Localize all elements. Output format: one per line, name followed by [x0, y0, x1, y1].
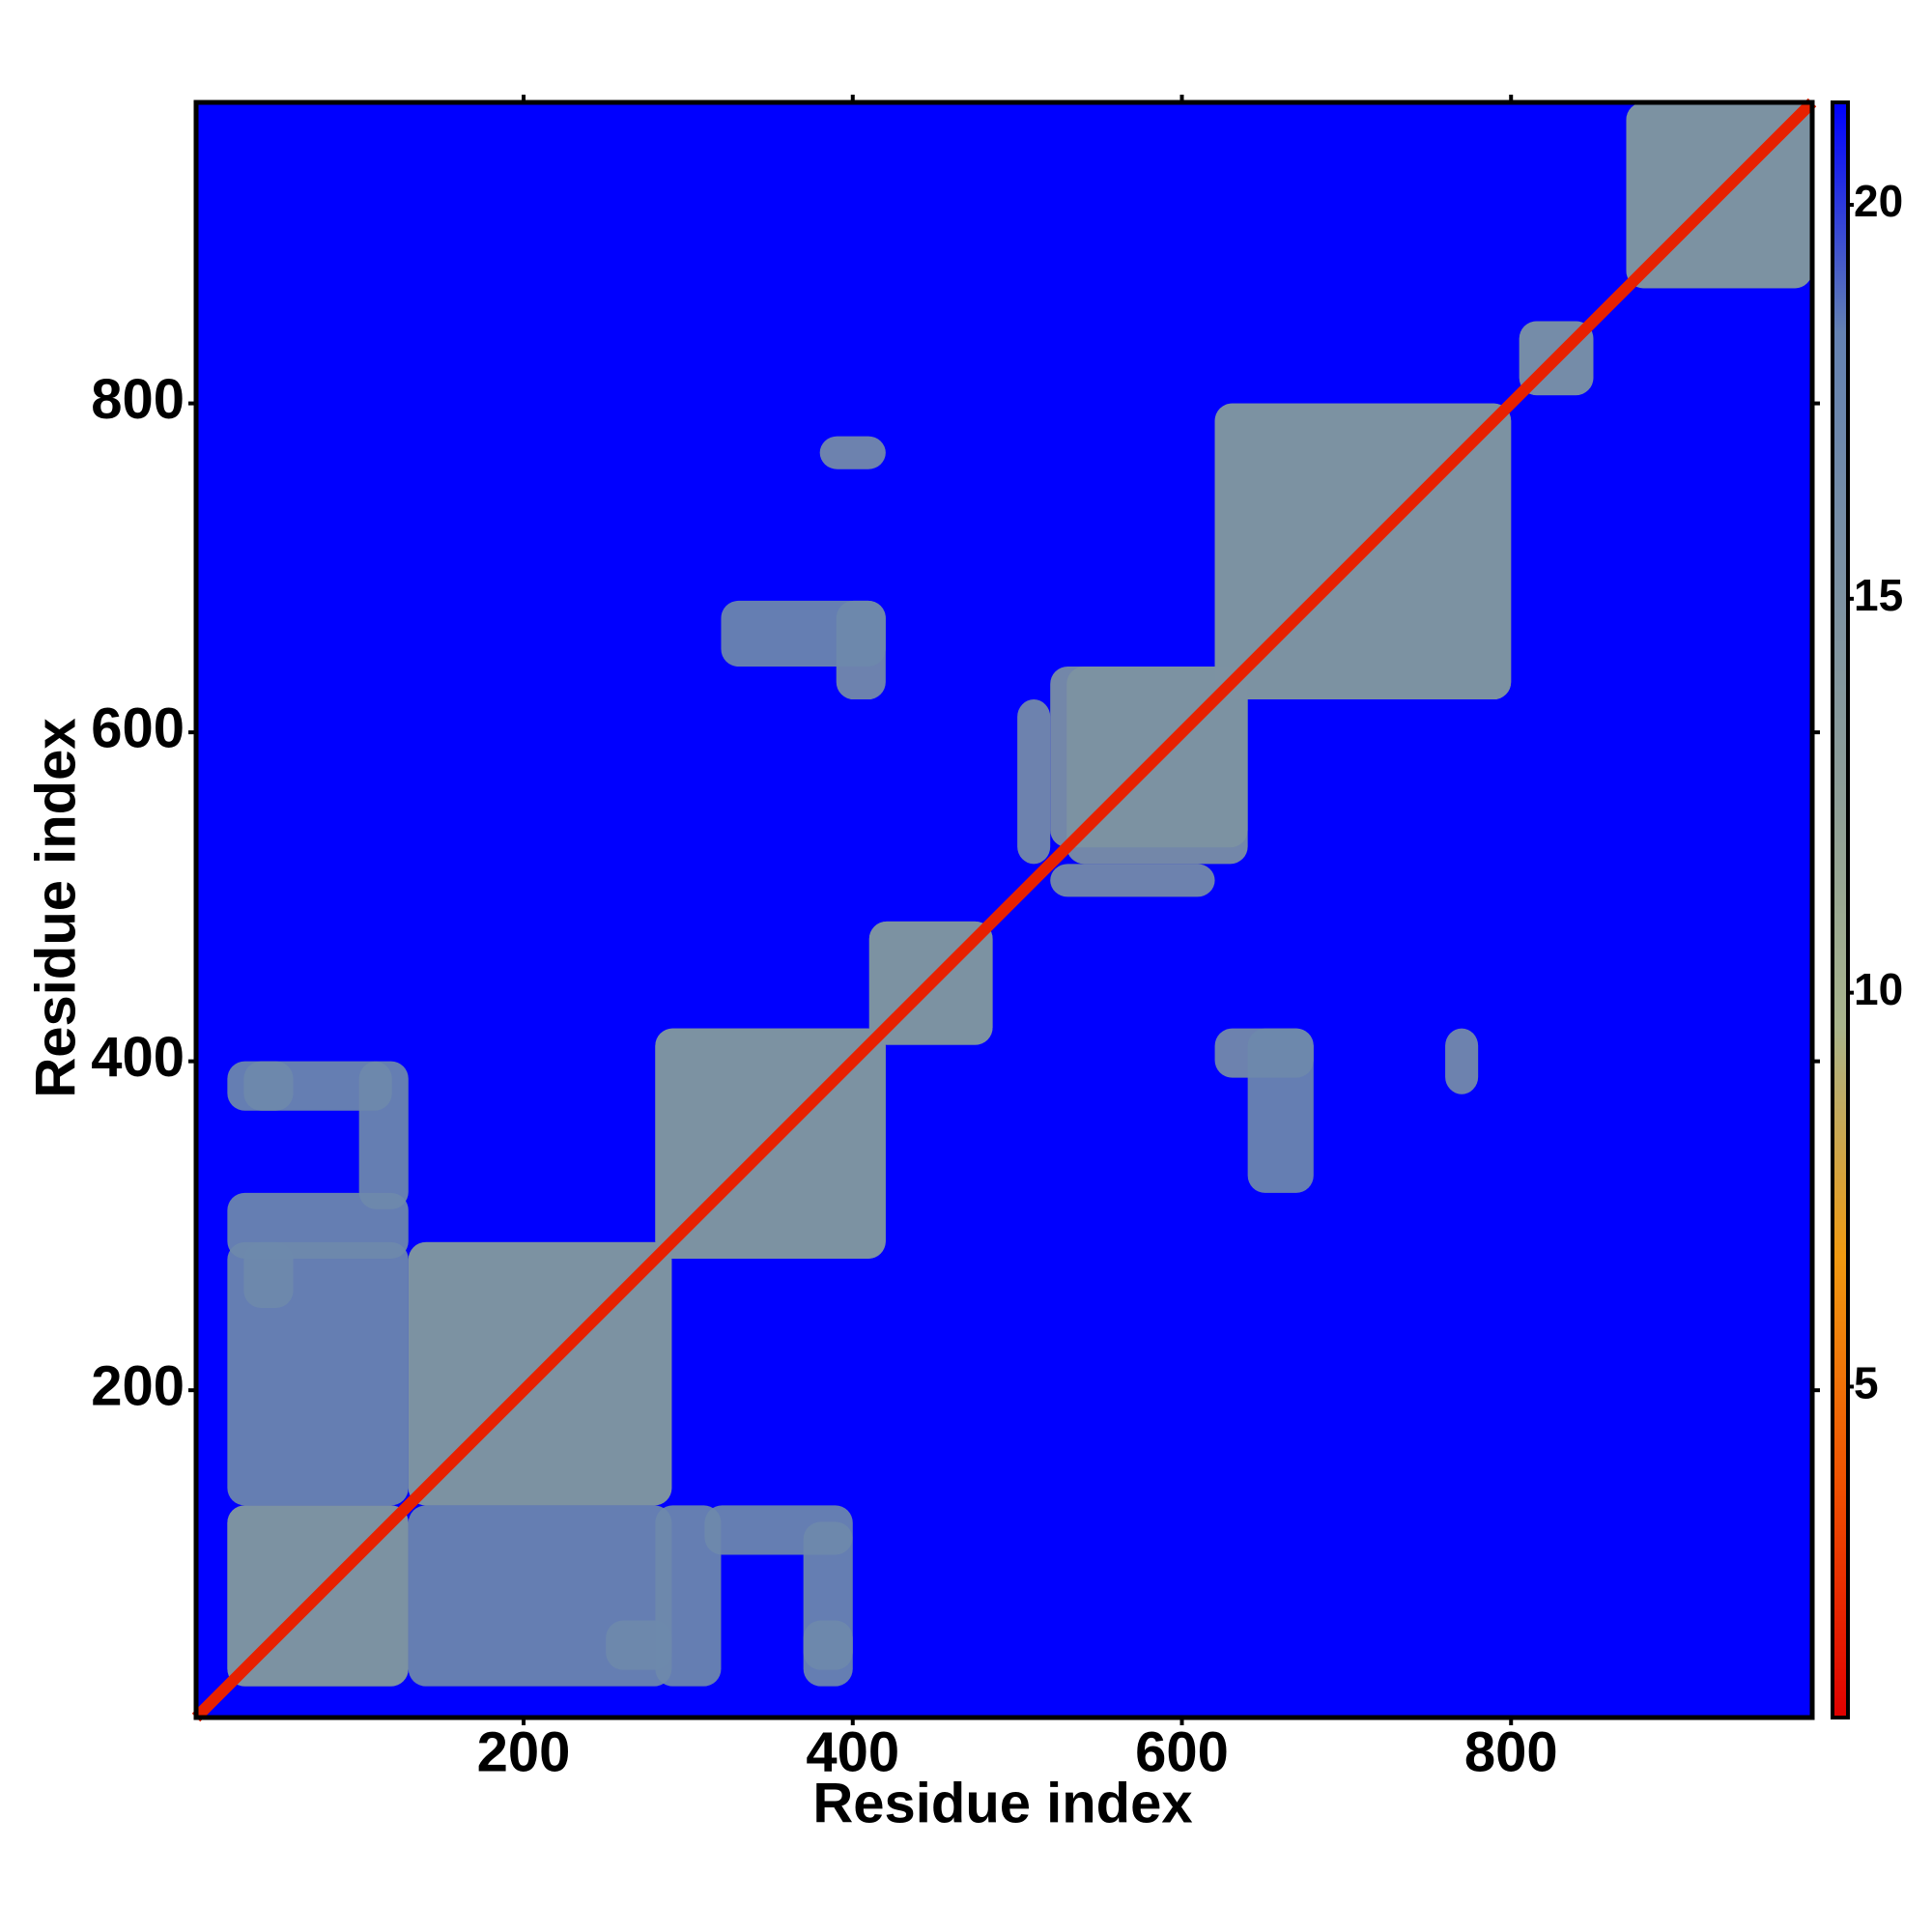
colorbar-tick-label: 5 [1854, 1358, 1879, 1408]
heatmap-cell [819, 436, 886, 469]
colorbar-tick-label: 10 [1854, 964, 1903, 1014]
colorbar [1831, 100, 1850, 1719]
x-tick-label: 400 [806, 1720, 899, 1783]
heatmap-cell [1445, 1028, 1479, 1094]
x-tick-label: 600 [1135, 1720, 1229, 1783]
y-tick-label: 200 [91, 1355, 185, 1418]
y-axis-title: Residue index [24, 718, 87, 1097]
diagonal [191, 98, 1817, 1722]
colorbar-tick-label: 20 [1854, 176, 1903, 226]
heatmap-cell [655, 1505, 722, 1687]
heatmap-cell [227, 1192, 409, 1259]
y-tick-label: 400 [91, 1026, 185, 1089]
x-axis-title: Residue index [812, 1772, 1192, 1834]
plot-frame [193, 99, 1815, 1720]
heatmap-cell [1247, 1028, 1314, 1193]
heatmap-cell [227, 1241, 409, 1506]
heatmap-cell [1050, 864, 1215, 897]
heatmap-cell [1017, 699, 1051, 865]
heatmap-cell [408, 1505, 672, 1687]
heatmap-cell [227, 1061, 392, 1111]
colorbar-tick-label: 15 [1854, 570, 1903, 620]
x-tick-label: 200 [477, 1720, 571, 1783]
heatmap-cell [721, 600, 886, 668]
y-tick-label: 800 [91, 368, 185, 431]
y-tick-label: 600 [91, 696, 185, 759]
heatmap-cell [803, 1521, 853, 1687]
x-tick-label: 800 [1464, 1720, 1558, 1783]
